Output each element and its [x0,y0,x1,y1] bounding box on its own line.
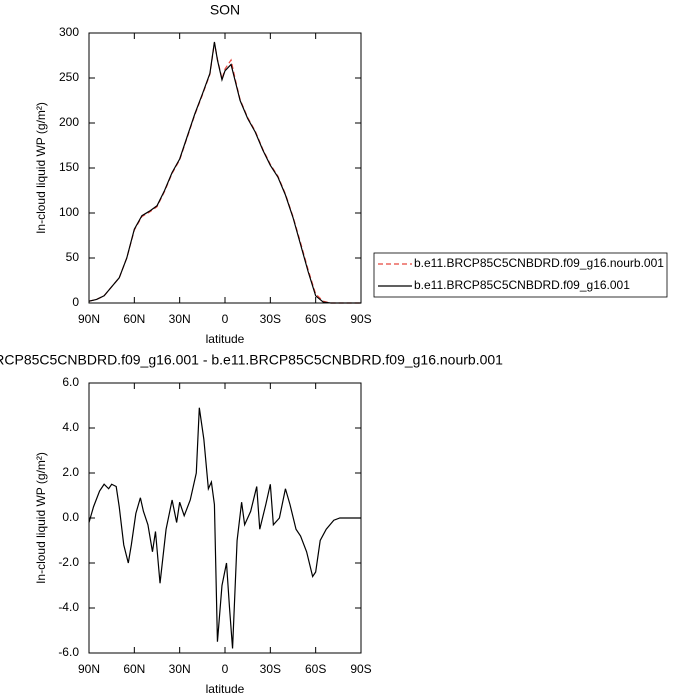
x-tick-label: 60N [123,662,145,676]
y-tick-label: 300 [59,25,79,39]
x-tick-label: 90N [78,662,100,676]
x-tick-label: 0 [222,312,229,326]
data-line [88,42,361,304]
x-tick-label: 60N [123,312,145,326]
x-tick-label: 60S [305,662,326,676]
x-tick-label: 0 [222,662,229,676]
x-tick-label: 90S [350,312,371,326]
y-tick-label: 50 [66,250,80,264]
y-tick-label: -2.0 [58,555,79,569]
y-axis-label: In-cloud liquid WP (g/m²) [34,102,48,234]
chart-title: SON [210,2,240,18]
x-tick-label: 30N [169,662,191,676]
y-tick-label: -4.0 [58,600,79,614]
y-tick-label: 100 [59,205,79,219]
legend-label: b.e11.BRCP85C5CNBDRD.f09_g16.nourb.001 [414,256,664,270]
data-line [88,407,361,649]
y-tick-label: 250 [59,70,79,84]
legend-label: b.e11.BRCP85C5CNBDRD.f09_g16.001 [414,278,630,292]
legend-box [373,252,668,298]
x-tick-label: 30N [169,312,191,326]
plot-frame [88,382,362,654]
chart-title: b.e11.BRCP85C5CNBDRD.f09_g16.001 - b.e11… [0,352,503,368]
x-tick-label: 90S [350,662,371,676]
y-tick-label: 6.0 [62,375,79,389]
x-tick-label: 30S [260,662,281,676]
plot-frame [88,32,362,304]
y-tick-label: 200 [59,115,79,129]
y-axis-label: In-cloud liquid WP (g/m²) [34,452,48,584]
x-axis-label: latitude [206,332,245,346]
data-line [88,41,361,304]
y-tick-label: 2.0 [62,465,79,479]
y-tick-label: 150 [59,160,79,174]
y-tick-label: -6.0 [58,645,79,659]
x-tick-label: 30S [260,312,281,326]
x-tick-label: 60S [305,312,326,326]
y-tick-label: 0 [72,295,79,309]
x-tick-label: 90N [78,312,100,326]
x-axis-label: latitude [206,682,245,696]
y-tick-label: 0.0 [62,510,79,524]
y-tick-label: 4.0 [62,420,79,434]
